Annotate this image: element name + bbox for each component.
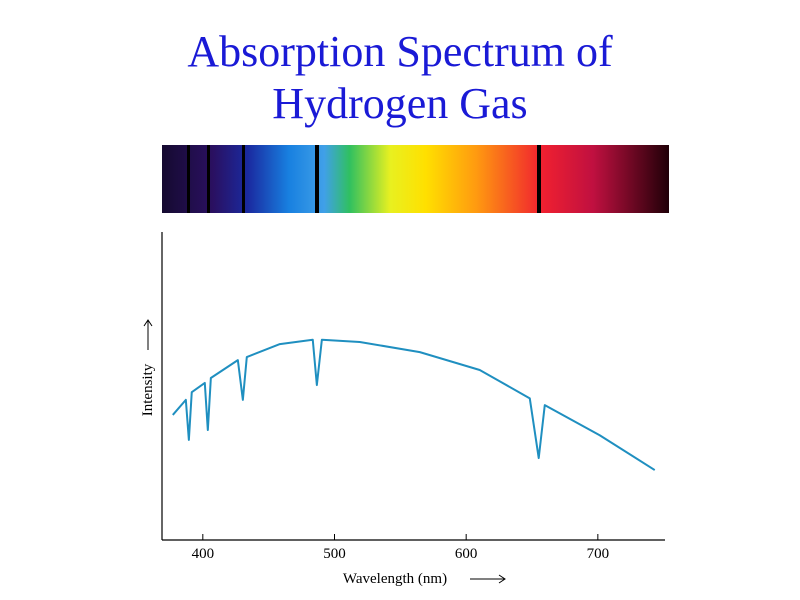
y-axis-title-group: Intensity — [140, 319, 156, 416]
intensity-line — [172, 338, 656, 471]
slide-title: Absorption Spectrum of Hydrogen Gas — [187, 27, 613, 128]
x-axis-title: Wavelength (nm) — [343, 571, 447, 587]
x-tick-label: 600 — [455, 546, 478, 562]
spectrum-band — [162, 145, 669, 213]
y-arrow — [143, 319, 153, 350]
x-arrow — [470, 574, 506, 584]
x-tick-label: 500 — [323, 546, 346, 562]
x-tick-label: 400 — [192, 546, 215, 562]
x-tick-label: 700 — [587, 546, 610, 562]
y-axis-title: Intensity — [140, 363, 156, 416]
